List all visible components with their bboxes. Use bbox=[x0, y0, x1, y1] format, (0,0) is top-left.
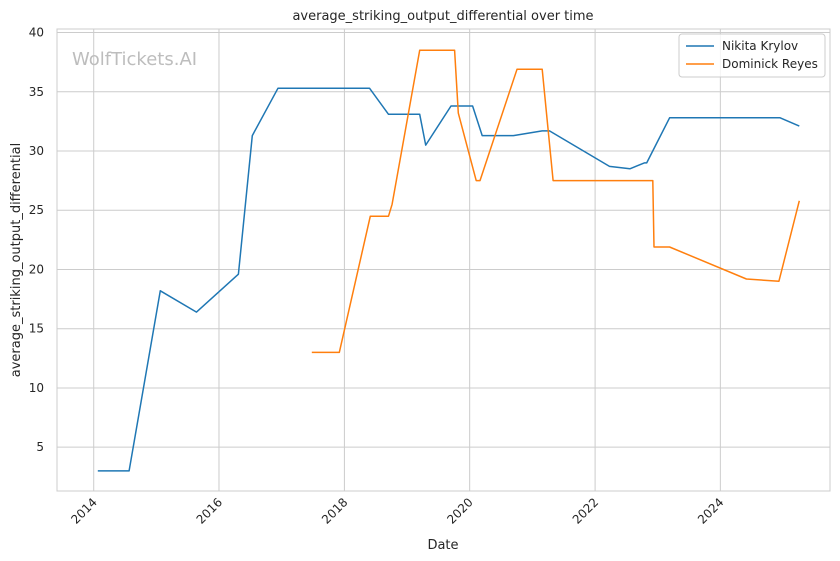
x-axis-label: Date bbox=[427, 538, 458, 553]
y-tick-label: 15 bbox=[29, 322, 44, 336]
series-layer bbox=[97, 49, 801, 472]
grid-lines bbox=[57, 29, 830, 491]
x-axis-ticks: 2014 2016 2018 2020 2022 2024 bbox=[68, 495, 726, 526]
legend-label-series-1: Dominick Reyes bbox=[722, 57, 818, 71]
y-axis-ticks: 5 10 15 20 25 30 35 40 bbox=[29, 26, 44, 455]
x-tick-label: 2014 bbox=[68, 495, 99, 526]
y-tick-label: 10 bbox=[29, 381, 44, 395]
y-axis-label: average_striking_output_differential bbox=[9, 143, 24, 377]
x-tick-label: 2022 bbox=[570, 495, 601, 526]
y-tick-label: 25 bbox=[29, 203, 44, 217]
watermark: WolfTickets.AI bbox=[72, 49, 197, 70]
y-tick-label: 30 bbox=[29, 144, 44, 158]
x-tick-label: 2020 bbox=[444, 495, 475, 526]
x-tick-label: 2024 bbox=[695, 495, 726, 526]
legend-box bbox=[678, 33, 826, 78]
chart-title: average_striking_output_differential ove… bbox=[292, 9, 593, 24]
legend-label-series-0: Nikita Krylov bbox=[722, 39, 798, 53]
legend: Nikita Krylov Dominick Reyes bbox=[678, 33, 826, 78]
x-tick-label: 2018 bbox=[319, 495, 350, 526]
y-tick-label: 35 bbox=[29, 85, 44, 99]
y-tick-label: 40 bbox=[29, 26, 44, 40]
plot-area bbox=[56, 28, 831, 492]
y-tick-label: 5 bbox=[36, 440, 44, 454]
series-line-0 bbox=[97, 87, 800, 472]
series-line-1 bbox=[311, 49, 801, 354]
x-tick-label: 2016 bbox=[194, 495, 225, 526]
y-tick-label: 20 bbox=[29, 262, 44, 276]
